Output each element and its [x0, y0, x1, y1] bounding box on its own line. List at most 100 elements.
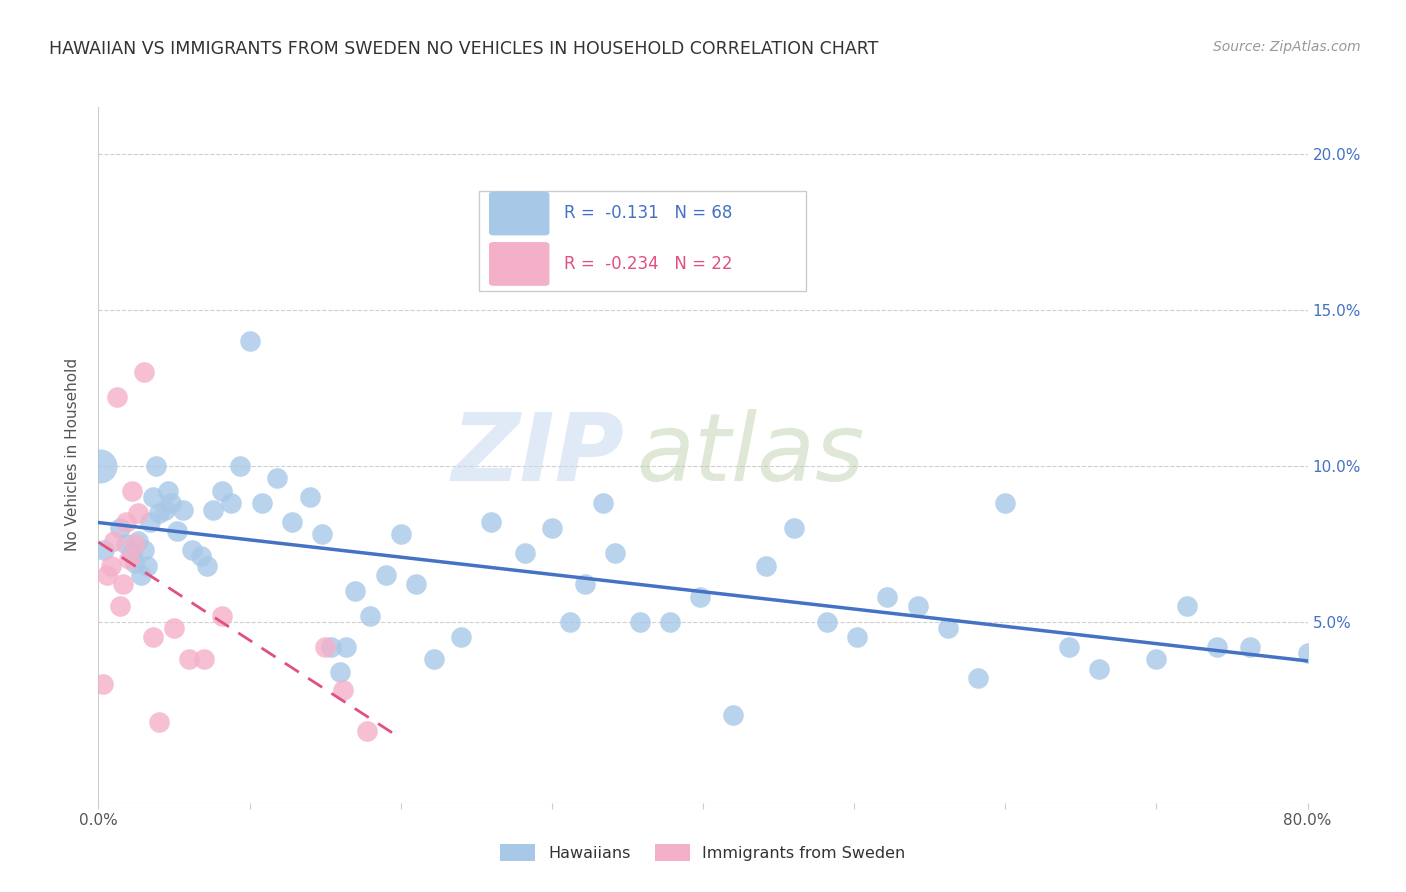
Point — [481, 515, 503, 529]
Point — [114, 515, 136, 529]
Point — [181, 543, 204, 558]
Point — [160, 496, 183, 510]
Point — [321, 640, 343, 654]
Point — [450, 631, 472, 645]
Point — [335, 640, 357, 654]
Point — [142, 631, 165, 645]
Text: atlas: atlas — [637, 409, 865, 500]
Point — [103, 533, 125, 548]
Point — [423, 652, 446, 666]
Point — [153, 502, 176, 516]
Point — [91, 677, 114, 691]
Point — [250, 496, 273, 510]
Point — [314, 640, 336, 654]
Point — [332, 683, 354, 698]
FancyBboxPatch shape — [479, 191, 806, 292]
Point — [108, 599, 131, 614]
Point — [513, 546, 536, 560]
Point — [356, 724, 378, 739]
Point — [281, 515, 304, 529]
Point — [100, 558, 122, 573]
Point — [179, 652, 201, 666]
Point — [229, 458, 252, 473]
Point — [142, 490, 165, 504]
Point — [124, 537, 146, 551]
Point — [1206, 640, 1229, 654]
Point — [195, 558, 218, 573]
Point — [114, 537, 136, 551]
Point — [193, 652, 215, 666]
Text: Source: ZipAtlas.com: Source: ZipAtlas.com — [1213, 40, 1361, 54]
Point — [876, 590, 898, 604]
Point — [592, 496, 614, 510]
Text: R =  -0.131   N = 68: R = -0.131 N = 68 — [564, 204, 733, 222]
Point — [329, 665, 352, 679]
Point — [124, 556, 146, 570]
Point — [967, 671, 990, 685]
Point — [815, 615, 838, 629]
Point — [689, 590, 711, 604]
FancyBboxPatch shape — [489, 242, 550, 285]
Point — [111, 577, 134, 591]
Point — [723, 708, 745, 723]
Point — [211, 608, 233, 623]
Point — [96, 568, 118, 582]
Point — [135, 558, 157, 573]
Point — [105, 390, 128, 404]
Point — [1239, 640, 1261, 654]
Point — [344, 583, 367, 598]
FancyBboxPatch shape — [489, 192, 550, 235]
Point — [148, 506, 170, 520]
Point — [1088, 662, 1111, 676]
Point — [1175, 599, 1198, 614]
Point — [121, 546, 143, 560]
Point — [389, 527, 412, 541]
Point — [994, 496, 1017, 510]
Point — [360, 608, 382, 623]
Text: R =  -0.234   N = 22: R = -0.234 N = 22 — [564, 255, 733, 273]
Point — [129, 568, 152, 582]
Point — [936, 621, 959, 635]
Text: HAWAIIAN VS IMMIGRANTS FROM SWEDEN NO VEHICLES IN HOUSEHOLD CORRELATION CHART: HAWAIIAN VS IMMIGRANTS FROM SWEDEN NO VE… — [49, 40, 879, 58]
Point — [127, 533, 149, 548]
Point — [755, 558, 778, 573]
Point — [1144, 652, 1167, 666]
Point — [540, 521, 562, 535]
Point — [118, 552, 141, 566]
Point — [658, 615, 681, 629]
Point — [907, 599, 929, 614]
Point — [239, 334, 262, 348]
Point — [558, 615, 581, 629]
Point — [89, 458, 111, 473]
Y-axis label: No Vehicles in Household: No Vehicles in Household — [65, 359, 80, 551]
Legend: Hawaiians, Immigrants from Sweden: Hawaiians, Immigrants from Sweden — [501, 845, 905, 861]
Point — [166, 524, 188, 539]
Point — [132, 365, 155, 379]
Text: ZIP: ZIP — [451, 409, 624, 501]
Point — [605, 546, 627, 560]
Point — [121, 483, 143, 498]
Point — [202, 502, 225, 516]
Point — [405, 577, 427, 591]
Point — [139, 515, 162, 529]
Point — [190, 549, 212, 564]
Point — [266, 471, 288, 485]
Point — [145, 458, 167, 473]
Point — [574, 577, 596, 591]
Point — [132, 543, 155, 558]
Point — [172, 502, 194, 516]
Point — [156, 483, 179, 498]
Point — [211, 483, 233, 498]
Point — [1296, 646, 1319, 660]
Point — [311, 527, 333, 541]
Point — [163, 621, 186, 635]
Point — [108, 521, 131, 535]
Point — [783, 521, 806, 535]
Point — [374, 568, 396, 582]
Point — [628, 615, 651, 629]
Point — [221, 496, 243, 510]
Point — [148, 714, 170, 729]
Point — [299, 490, 322, 504]
Point — [93, 543, 115, 558]
Point — [127, 506, 149, 520]
